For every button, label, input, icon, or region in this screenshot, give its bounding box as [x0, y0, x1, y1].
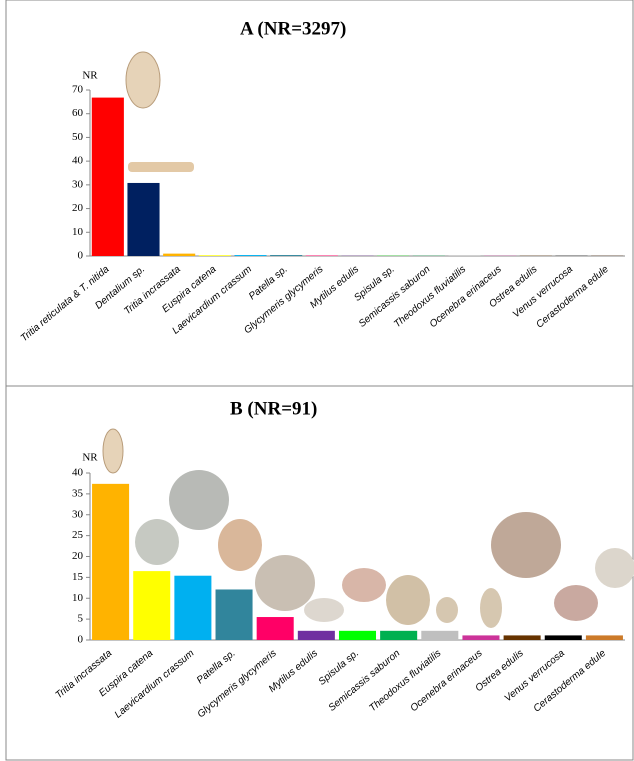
- y-tick-label: 30: [72, 508, 84, 520]
- x-tick-label: Semicassis saburon: [327, 648, 403, 714]
- bar: [297, 630, 335, 640]
- shell-image: [218, 519, 262, 571]
- shell-image: [304, 598, 344, 622]
- bar: [421, 630, 459, 640]
- chart-title: B (NR=91): [230, 398, 317, 419]
- shell-image: [135, 519, 179, 565]
- shell-image: [386, 575, 430, 625]
- bar: [585, 635, 623, 640]
- shell-image: [128, 162, 194, 172]
- y-tick-label: 0: [78, 634, 84, 646]
- bar: [380, 630, 418, 640]
- shell-image: [554, 585, 598, 621]
- x-tick-label: Venus verrucosa: [511, 264, 576, 321]
- shell-image: [595, 548, 634, 588]
- y-tick-label: 40: [72, 155, 84, 167]
- chart-title: A (NR=3297): [240, 18, 346, 39]
- y-tick-label: 50: [72, 131, 84, 143]
- bar: [215, 589, 253, 640]
- y-tick-label: 20: [72, 550, 84, 562]
- y-axis-label: NR: [82, 452, 98, 464]
- shell-image: [125, 51, 161, 109]
- x-tick-label: Cerastoderma edule: [532, 648, 609, 715]
- x-tick-label: Glycymeris glycymeris: [196, 648, 279, 720]
- shell-image: [169, 470, 229, 530]
- bar: [198, 255, 231, 256]
- x-tick-label: Laevicardium crassum: [113, 648, 197, 721]
- y-tick-label: 25: [72, 529, 84, 541]
- shell-image: [342, 568, 386, 602]
- y-tick-label: 30: [72, 178, 84, 190]
- bar: [270, 255, 303, 256]
- bar: [174, 575, 212, 640]
- y-axis-label: NR: [82, 70, 98, 82]
- y-tick-label: 0: [78, 250, 84, 262]
- shell-image: [255, 555, 315, 611]
- x-tick-label: Ocenebra erinaceus: [409, 648, 485, 714]
- bar: [503, 635, 541, 640]
- bar: [92, 483, 130, 640]
- x-tick-label: Theodoxus fluviatilis: [367, 648, 443, 714]
- shell-image: [102, 428, 124, 474]
- bar: [127, 182, 160, 256]
- bar: [163, 253, 196, 256]
- y-tick-label: 15: [72, 571, 84, 583]
- bar: [544, 635, 582, 640]
- x-tick-label: Patella sp.: [195, 648, 238, 686]
- bar: [133, 571, 171, 640]
- y-tick-label: 10: [72, 592, 84, 604]
- bar: [91, 97, 124, 257]
- frame: [5, 0, 634, 761]
- y-tick-label: 35: [72, 487, 84, 499]
- y-tick-label: 70: [72, 84, 84, 96]
- bar: [338, 630, 377, 640]
- y-tick-label: 40: [72, 467, 84, 479]
- y-tick-label: 60: [72, 107, 84, 119]
- bar: [256, 617, 294, 640]
- bar: [234, 255, 267, 256]
- shell-image: [436, 597, 458, 623]
- shell-image: [480, 588, 502, 628]
- y-tick-label: 5: [78, 613, 84, 625]
- y-tick-label: 10: [72, 226, 84, 238]
- bar: [462, 635, 500, 640]
- shell-image: [491, 512, 561, 578]
- y-tick-label: 20: [72, 202, 84, 214]
